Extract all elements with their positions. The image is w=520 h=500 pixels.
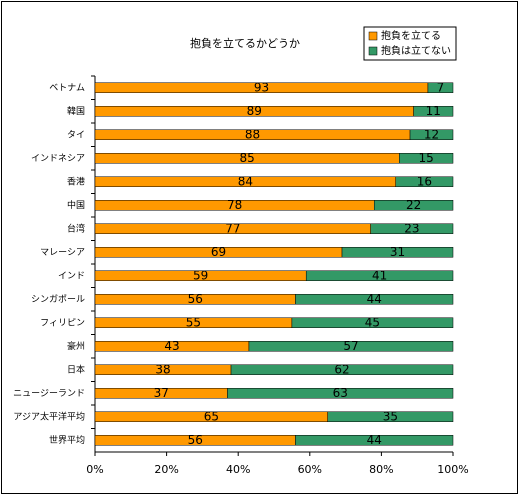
y-tick-label: 日本 <box>67 363 85 375</box>
bar-segment <box>295 435 454 446</box>
value-label: 43 <box>164 339 179 353</box>
y-tick-label: ベトナム <box>49 82 85 93</box>
y-tick-label: アジア太平洋平均 <box>13 410 85 422</box>
bar-segment <box>295 294 454 305</box>
value-label: 41 <box>372 268 387 282</box>
value-label: 15 <box>419 151 434 165</box>
value-label: 63 <box>333 386 348 400</box>
value-label: 16 <box>417 174 432 188</box>
x-tick-label: 60% <box>298 463 322 476</box>
bar-segment <box>427 82 454 93</box>
legend-swatch <box>368 46 378 56</box>
value-label: 93 <box>254 80 269 94</box>
y-tick-label: シンガポール <box>31 294 85 305</box>
y-tick-label: 世界平均 <box>49 434 85 446</box>
value-label: 84 <box>238 174 253 188</box>
y-tick-label: 台湾 <box>67 222 85 234</box>
y-tick-label: インドネシア <box>31 153 85 164</box>
y-tick-label: マレーシア <box>40 248 85 258</box>
value-label: 55 <box>186 315 201 329</box>
value-label: 23 <box>404 221 419 235</box>
bar-segment <box>291 317 454 328</box>
value-label: 78 <box>227 198 242 212</box>
x-tick-label: 100% <box>437 463 468 476</box>
value-label: 7 <box>437 80 445 94</box>
y-tick-label: インド <box>58 271 85 281</box>
y-tick-label: タイ <box>67 129 85 140</box>
value-label: 59 <box>193 268 208 282</box>
bar-segment <box>413 106 454 117</box>
value-label: 69 <box>211 245 226 259</box>
y-tick-label: 豪州 <box>67 340 85 352</box>
bar-segment <box>341 247 454 258</box>
value-label: 35 <box>383 409 398 423</box>
value-label: 65 <box>204 409 219 423</box>
bar-segment <box>399 153 454 164</box>
value-label: 44 <box>367 433 382 447</box>
value-label: 85 <box>240 151 255 165</box>
value-label: 62 <box>334 362 349 376</box>
value-label: 56 <box>188 292 203 306</box>
value-label: 45 <box>365 315 380 329</box>
y-tick-label: フィリピン <box>40 317 85 328</box>
x-tick-label: 80% <box>369 463 393 476</box>
value-label: 57 <box>343 339 358 353</box>
bar-segment <box>395 176 454 187</box>
value-label: 31 <box>390 245 405 259</box>
x-tick-label: 20% <box>154 463 178 476</box>
chart-title: 抱負を立てるかどうか <box>190 36 300 50</box>
value-label: 37 <box>154 386 169 400</box>
value-label: 89 <box>247 104 262 118</box>
legend-label: 抱負を立てる <box>381 29 441 42</box>
x-tick-label: 0% <box>86 463 103 476</box>
x-tick-label: 40% <box>226 463 250 476</box>
bar-segment <box>409 129 454 140</box>
bar-segment <box>370 223 454 234</box>
legend-box <box>363 26 457 61</box>
value-label: 12 <box>424 127 439 141</box>
value-label: 44 <box>367 292 382 306</box>
value-label: 22 <box>406 198 421 212</box>
y-tick-label: ニュージーランド <box>13 388 85 399</box>
bar-segment <box>230 364 454 375</box>
value-label: 11 <box>426 104 441 118</box>
bar-segment <box>248 341 454 352</box>
bar-segment <box>373 200 454 211</box>
value-label: 38 <box>155 362 170 376</box>
bar-segment <box>305 270 454 281</box>
bar-segment <box>327 411 454 422</box>
legend-swatch <box>368 31 378 41</box>
y-tick-label: 韓国 <box>67 106 85 117</box>
value-label: 56 <box>188 433 203 447</box>
value-label: 88 <box>245 127 260 141</box>
legend-label: 抱負は立てない <box>381 44 451 57</box>
y-tick-label: 中国 <box>67 199 85 211</box>
value-label: 77 <box>225 221 240 235</box>
y-tick-label: 香港 <box>67 175 85 187</box>
bar-segment <box>227 388 454 399</box>
